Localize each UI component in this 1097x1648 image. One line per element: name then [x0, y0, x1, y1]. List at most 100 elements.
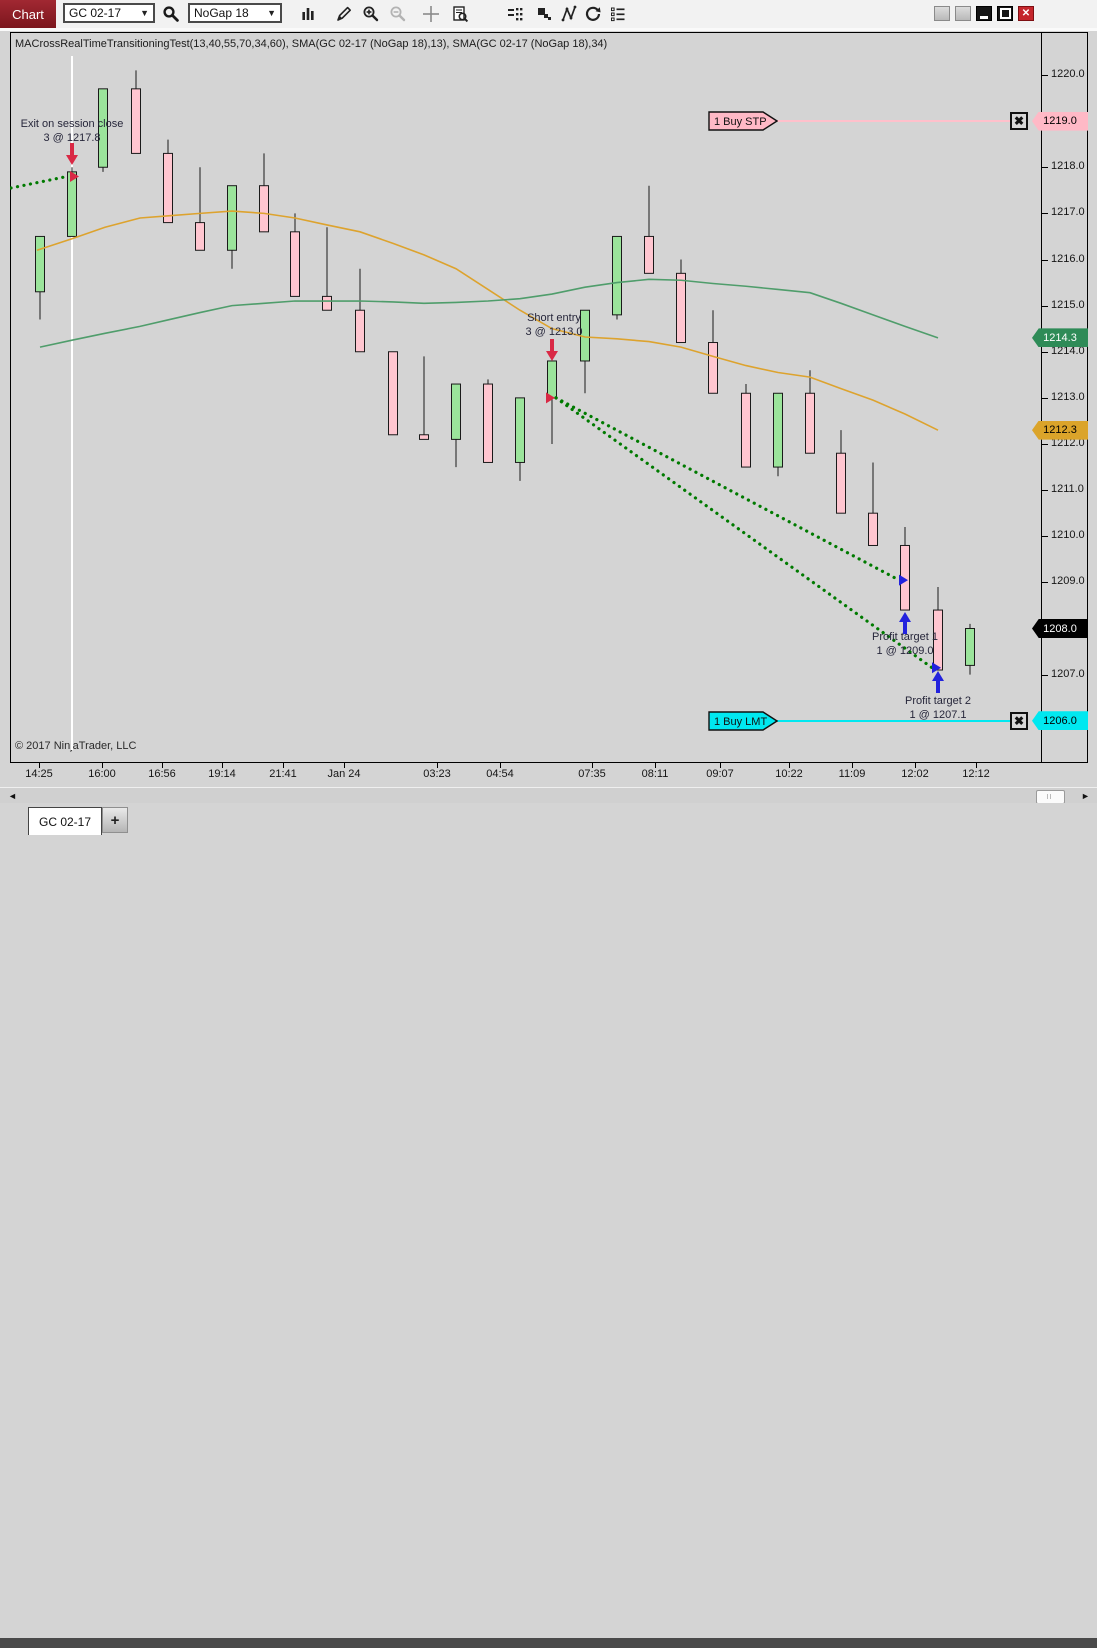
properties-icon[interactable]: [608, 4, 628, 24]
candle-down: [483, 383, 493, 463]
time-tick: [39, 763, 40, 768]
chart-trader-icon[interactable]: [450, 4, 470, 24]
sell-arrow-head: [66, 155, 78, 165]
sma-line-13: [36, 210, 939, 431]
close-button[interactable]: ✕: [1018, 6, 1034, 21]
restore-button[interactable]: [997, 6, 1013, 21]
chevron-down-icon: ▼: [140, 8, 149, 18]
search-icon[interactable]: [161, 4, 181, 24]
fill-marker: [70, 170, 79, 182]
candle-up: [773, 392, 783, 468]
time-tick: [720, 763, 721, 768]
path-icon[interactable]: [559, 4, 579, 24]
window-button-disabled-1[interactable]: [934, 6, 950, 21]
instrument-selector[interactable]: GC 02-17 ▼: [63, 3, 155, 23]
price-tick: [1041, 536, 1048, 538]
order-label-shape: 1 Buy STP: [708, 111, 779, 131]
candle-down: [195, 222, 205, 251]
cancel-order-button[interactable]: ✖: [1010, 112, 1028, 131]
price-tick: [1041, 305, 1048, 307]
price-tick-label: 1218.0: [1051, 160, 1085, 173]
price-tick: [1041, 397, 1048, 399]
time-tick: [655, 763, 656, 768]
candle-down: [933, 609, 943, 671]
close-icon: ✕: [1021, 8, 1031, 19]
time-label: 03:23: [423, 768, 451, 780]
time-label: 14:25: [25, 768, 53, 780]
trade-annotation-line: 3 @ 1217.8: [43, 132, 101, 144]
candle-up: [965, 628, 975, 666]
order-line[interactable]: [774, 120, 1011, 123]
price-marker: 1214.3: [1032, 328, 1088, 348]
order-label[interactable]: 1 Buy LMT: [708, 711, 779, 731]
time-label: 12:12: [962, 768, 990, 780]
crosshair-icon[interactable]: [421, 4, 441, 24]
time-label: 11:09: [838, 768, 866, 780]
window-title: Chart: [0, 0, 56, 28]
scroll-right-icon[interactable]: ►: [1081, 791, 1090, 801]
price-tick-label: 1213.0: [1051, 390, 1085, 403]
objects-icon[interactable]: [534, 4, 554, 24]
bar-chart-icon[interactable]: [298, 4, 318, 24]
time-tick: [500, 763, 501, 768]
time-label: 16:56: [148, 768, 176, 780]
candle-up: [547, 360, 557, 399]
candle-up: [227, 185, 237, 251]
order-label[interactable]: 1 Buy STP: [708, 111, 779, 131]
sell-arrow-head: [546, 351, 558, 361]
time-tick: [592, 763, 593, 768]
zoom-out-icon[interactable]: [388, 4, 408, 24]
price-tick-label: 1214.0: [1051, 344, 1085, 357]
trade-annotation: Profit target 1 1 @ 1209.0: [872, 630, 938, 658]
tab-bar: GC 02-17 +: [0, 803, 1097, 1648]
candle-down: [355, 309, 365, 353]
window-bottom-strip: [0, 1638, 1097, 1648]
pencil-icon[interactable]: [334, 4, 354, 24]
add-tab-button[interactable]: +: [102, 807, 128, 833]
horizontal-scrollbar[interactable]: ◄ ►: [0, 787, 1097, 804]
trade-annotation-line: 3 @ 1213.0: [525, 326, 583, 338]
toolbar: Chart GC 02-17 ▼ NoGap 18 ▼: [0, 0, 1097, 31]
candle-down: [163, 152, 173, 224]
price-plot[interactable]: [10, 32, 1030, 761]
scrollbar-thumb[interactable]: [1036, 790, 1065, 804]
candle-up: [67, 171, 77, 237]
price-tick: [1041, 75, 1048, 76]
candle-down: [836, 452, 846, 514]
scroll-left-icon[interactable]: ◄: [8, 791, 17, 801]
fill-marker: [932, 662, 941, 674]
price-tick-label: 1215.0: [1051, 298, 1085, 311]
data-grid-icon[interactable]: [505, 4, 525, 24]
time-tick: [437, 763, 438, 768]
tab-gc-02-17[interactable]: GC 02-17: [28, 807, 102, 835]
candle-up: [515, 397, 525, 463]
sma-line-34: [39, 278, 939, 348]
time-label: 09:07: [706, 768, 734, 780]
period-selector[interactable]: NoGap 18 ▼: [188, 3, 282, 23]
price-axis-border: [1041, 33, 1042, 762]
cancel-order-button[interactable]: ✖: [1010, 711, 1028, 730]
minimize-button[interactable]: [976, 6, 992, 21]
candle-up: [612, 235, 622, 316]
trade-annotation-line: Profit target 2: [904, 695, 972, 707]
buy-arrow-head: [932, 671, 944, 681]
time-tick: [789, 763, 790, 768]
instrument-selector-value: GC 02-17: [69, 6, 122, 20]
window-button-disabled-2[interactable]: [955, 6, 971, 21]
fill-marker: [546, 392, 555, 404]
time-tick: [102, 763, 103, 768]
candle-down: [131, 88, 141, 154]
price-tick-label: 1216.0: [1051, 252, 1085, 265]
restore-icon: [999, 8, 1011, 19]
price-tick-label: 1212.0: [1051, 437, 1085, 449]
candle-down: [708, 342, 718, 394]
buy-arrow: [936, 681, 940, 693]
zoom-in-icon[interactable]: [361, 4, 381, 24]
trade-annotation-line: Profit target 1: [871, 631, 939, 643]
price-tick: [1041, 167, 1048, 169]
trade-dotted-line: [10, 174, 69, 190]
reload-icon[interactable]: [583, 4, 603, 24]
order-line[interactable]: [774, 719, 1011, 722]
time-label: 19:14: [208, 768, 236, 780]
trade-annotation-line: 1 @ 1207.1: [909, 709, 967, 721]
